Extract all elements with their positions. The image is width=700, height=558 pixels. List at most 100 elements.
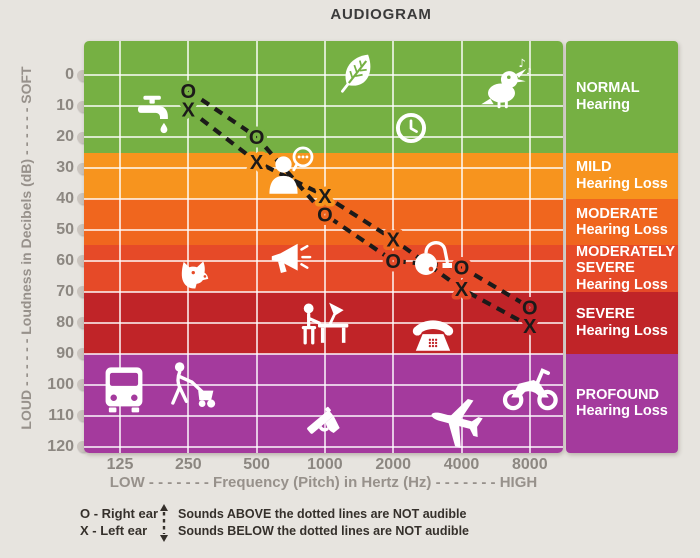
gridline-horizontal <box>84 167 563 169</box>
x-axis-title: LOW - - - - - - - Frequency (Pitch) in H… <box>109 474 538 491</box>
y-tick-dot <box>77 193 88 205</box>
severity-label: SEVERE <box>576 306 635 323</box>
severity-label: Hearing Loss <box>576 175 668 192</box>
gridline-vertical <box>323 41 326 453</box>
severity-band-severe: SEVERE Hearing Loss <box>566 291 678 354</box>
gridline-horizontal <box>84 445 563 448</box>
legend-note-above: Sounds ABOVE the dotted lines are NOT au… <box>178 507 467 521</box>
y-tick-dot <box>77 162 88 174</box>
severity-label: MODERATELY <box>576 243 676 260</box>
legend-right-ear: O - Right ear <box>80 506 159 521</box>
y-tick-dot <box>77 286 88 298</box>
svg-text:♪: ♪ <box>519 57 526 70</box>
desk-worker-icon <box>297 295 353 351</box>
right-ear-marker: O <box>454 257 470 279</box>
right-ear-marker: O <box>249 127 265 149</box>
gridline-horizontal <box>84 383 563 386</box>
severity-label: SEVERE <box>576 260 635 277</box>
lawnmower-icon <box>165 358 219 412</box>
severity-label: Hearing <box>576 96 630 113</box>
vacuum-icon <box>409 231 457 279</box>
gridline-vertical <box>528 41 531 453</box>
y-tick-label: 50 <box>56 220 74 238</box>
x-tick-label: 250 <box>174 456 202 473</box>
x-tick-label: 8000 <box>512 456 548 473</box>
severity-band-mild: MILD Hearing Loss <box>566 152 678 199</box>
left-ear-marker: X <box>523 316 537 338</box>
left-ear-line <box>187 107 531 328</box>
y-tick-label: 110 <box>48 406 74 424</box>
megaphone-icon <box>267 238 313 284</box>
gridline-vertical <box>255 41 258 453</box>
gridline-horizontal <box>84 74 563 77</box>
severity-label: MILD <box>576 159 612 176</box>
band-mild <box>84 152 563 199</box>
severity-label: PROFOUND <box>576 386 659 403</box>
gridline-horizontal <box>84 321 563 324</box>
legend-notes: Sounds ABOVE the dotted lines are NOT au… <box>178 503 469 539</box>
legend: O - Right ear X - Left ear Sounds ABOVE … <box>80 503 469 543</box>
gridline-horizontal <box>84 136 563 139</box>
left-ear-marker: X <box>182 99 196 121</box>
right-ear-marker: O <box>522 298 538 320</box>
gridline-horizontal <box>84 290 563 293</box>
y-tick-label: 10 <box>56 97 74 115</box>
band-moderate <box>84 198 563 246</box>
motorcycle-icon <box>500 355 560 415</box>
gridline-vertical <box>119 41 121 453</box>
y-tick-label: 100 <box>47 375 74 393</box>
severity-band-normal: NORMAL Hearing <box>566 41 678 153</box>
y-tick-dot <box>77 100 88 112</box>
faucet-icon <box>132 94 174 136</box>
severity-label: Hearing Loss <box>576 276 668 293</box>
left-ear-marker: X <box>318 186 332 208</box>
gridline-horizontal <box>84 259 563 262</box>
y-tick-label: 80 <box>56 313 74 331</box>
y-tick-label: 90 <box>56 344 74 362</box>
y-tick-label: 120 <box>47 437 74 455</box>
page-title: AUDIOGRAM <box>330 6 432 23</box>
gridline-vertical <box>392 41 395 453</box>
y-tick-label: 40 <box>56 189 74 207</box>
right-ear-line <box>187 88 531 310</box>
severity-legend-panel: NORMAL Hearing MILD Hearing Loss MODERATE Hea… <box>566 41 678 453</box>
severity-band-moderate: MODERATE Hearing Loss <box>566 198 678 246</box>
severity-label: Hearing Loss <box>576 403 668 420</box>
airplane-icon <box>428 391 490 453</box>
y-tick-dot <box>77 224 88 236</box>
bus-icon <box>98 362 150 414</box>
severity-label: NORMAL <box>576 80 640 97</box>
x-tick-label: 2000 <box>375 456 411 473</box>
severity-band-profound: PROFOUND Hearing Loss <box>566 353 678 453</box>
y-tick-dot <box>77 348 88 360</box>
left-ear-marker: X <box>455 279 469 301</box>
y-tick-label: 70 <box>56 282 74 300</box>
right-ear-marker: O <box>181 81 197 103</box>
x-tick-label: 500 <box>243 456 270 473</box>
whisper-icon <box>264 145 316 197</box>
y-tick-dot <box>77 255 88 267</box>
y-tick-dot <box>77 379 88 391</box>
x-tick-label: 125 <box>106 456 134 473</box>
gridline-horizontal <box>84 105 563 108</box>
svg-text:♪: ♪ <box>527 66 532 76</box>
legend-ear-markers: O - Right ear X - Left ear <box>80 503 158 539</box>
severity-label: MODERATE <box>576 205 658 222</box>
handgun-icon <box>304 401 346 443</box>
right-ear-marker: O <box>385 251 401 273</box>
bird-icon: ♪ ♪ <box>479 57 533 111</box>
gridline-horizontal <box>84 228 563 231</box>
y-tick-dot <box>77 441 88 453</box>
right-ear-marker: O <box>317 205 333 227</box>
severity-label: Hearing Loss <box>576 322 668 339</box>
double-arrow-icon <box>160 504 168 542</box>
y-tick-dot <box>77 317 88 329</box>
telephone-icon <box>408 307 458 357</box>
y-tick-dot <box>77 410 88 422</box>
band-normal <box>84 41 563 153</box>
left-ear-marker: X <box>387 230 401 252</box>
y-tick-label: 0 <box>65 66 74 84</box>
